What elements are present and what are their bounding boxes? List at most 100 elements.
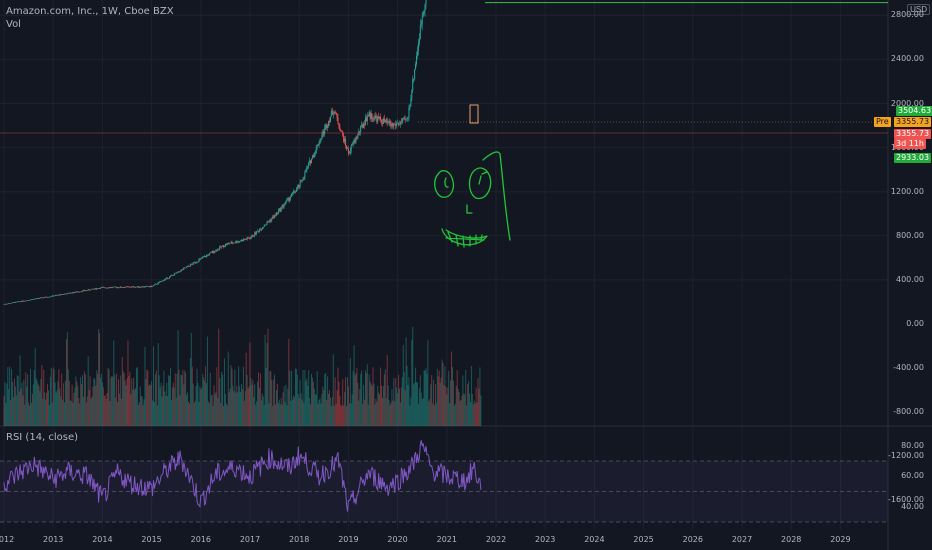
candle-body [170, 275, 172, 277]
volume-bar [136, 367, 138, 426]
volume-bar [152, 400, 154, 426]
candle-body [37, 298, 39, 299]
volume-bar [221, 371, 223, 426]
candle-body [207, 254, 209, 256]
volume-bar [166, 382, 168, 426]
volume-bar [140, 396, 142, 426]
candle-body [179, 271, 181, 273]
candle-body [274, 214, 276, 219]
candle-body [64, 293, 66, 295]
volume-bar [302, 370, 304, 426]
volume-bar [281, 404, 283, 426]
candle-body [407, 117, 409, 119]
volume-bar [98, 329, 100, 426]
volume-bar [110, 377, 112, 426]
candle-body [280, 207, 282, 211]
volume-bar [186, 395, 188, 426]
volume-bar [239, 386, 241, 426]
volume-legend[interactable]: Vol [6, 19, 21, 30]
volume-bar [298, 398, 300, 426]
volume-bar [465, 370, 467, 426]
candle-body [24, 300, 26, 302]
volume-bar [246, 375, 248, 426]
volume-bar [155, 370, 157, 426]
candle-body [39, 297, 41, 299]
candle-body [226, 243, 228, 245]
candle-body [375, 115, 377, 118]
candle-body [141, 286, 143, 288]
candle-body [272, 216, 274, 219]
candle-body [309, 160, 311, 164]
volume-bar [294, 368, 296, 426]
candle-body [110, 287, 112, 288]
candle-body [240, 239, 242, 241]
volume-bar [469, 393, 471, 426]
candle-body [243, 239, 245, 240]
candle-body [306, 167, 308, 172]
candle-body [161, 280, 163, 282]
volume-bar [187, 392, 189, 426]
volume-bar [27, 374, 29, 426]
candle-body [27, 300, 29, 301]
volume-bar [129, 371, 131, 426]
volume-bar [13, 378, 15, 426]
volume-bar [44, 392, 46, 426]
candle-body [89, 290, 91, 291]
candle-body [411, 90, 413, 100]
volume-bar [156, 405, 158, 426]
candle-body [349, 150, 351, 154]
hand-drawn-face[interactable] [434, 151, 511, 248]
volume-bar [415, 367, 417, 426]
volume-bar [58, 369, 60, 426]
candle-body [316, 144, 318, 147]
volume-bar [212, 405, 214, 426]
volume-bar [207, 401, 209, 426]
candle-body [40, 297, 42, 299]
volume-bar [299, 380, 301, 426]
candle-body [114, 286, 116, 288]
candle-body [171, 275, 173, 276]
candle-body [65, 293, 67, 295]
volume-bar [191, 366, 193, 426]
volume-bar [469, 401, 471, 426]
volume-bar [412, 326, 414, 426]
volume-bar [422, 398, 424, 426]
volume-bar [82, 396, 84, 426]
volume-bar [331, 396, 333, 426]
volume-bar [168, 375, 170, 426]
candle-body [152, 285, 154, 286]
rsi-pane [0, 440, 888, 523]
candle-body [69, 293, 71, 294]
volume-bar [138, 402, 140, 426]
volume-bar [101, 382, 103, 426]
volume-bar [6, 383, 8, 426]
time-axis-label: 2021 [436, 535, 457, 544]
currency-badge[interactable]: USD [907, 4, 930, 15]
volume-bar [5, 402, 7, 426]
volume-bar [402, 344, 404, 426]
volume-bar [342, 379, 344, 426]
volume-bar [194, 400, 196, 426]
volume-bar [411, 339, 413, 426]
volume-bar [158, 375, 160, 426]
volume-bar [280, 397, 282, 426]
volume-bar [108, 369, 110, 426]
candle-body [176, 272, 178, 274]
candle-body [71, 292, 73, 294]
candle-body [258, 229, 260, 232]
candle-body [359, 131, 361, 132]
volume-bar [77, 386, 79, 426]
horizontal-levels[interactable] [0, 0, 888, 134]
pre-market-price-tag: 3355.73 [894, 117, 932, 127]
last-price-tag: 3355.73 [894, 129, 932, 139]
volume-bars [3, 326, 482, 426]
volume-bar [271, 379, 273, 426]
candle-body [356, 137, 358, 139]
volume-bar [29, 405, 31, 426]
volume-bar [314, 393, 316, 426]
rsi-legend[interactable]: RSI (14, close) [6, 432, 79, 443]
symbol-title[interactable]: Amazon.com, Inc., 1W, Cboe BZX [6, 6, 174, 17]
candle-body [213, 250, 215, 253]
volume-bar [435, 402, 437, 426]
